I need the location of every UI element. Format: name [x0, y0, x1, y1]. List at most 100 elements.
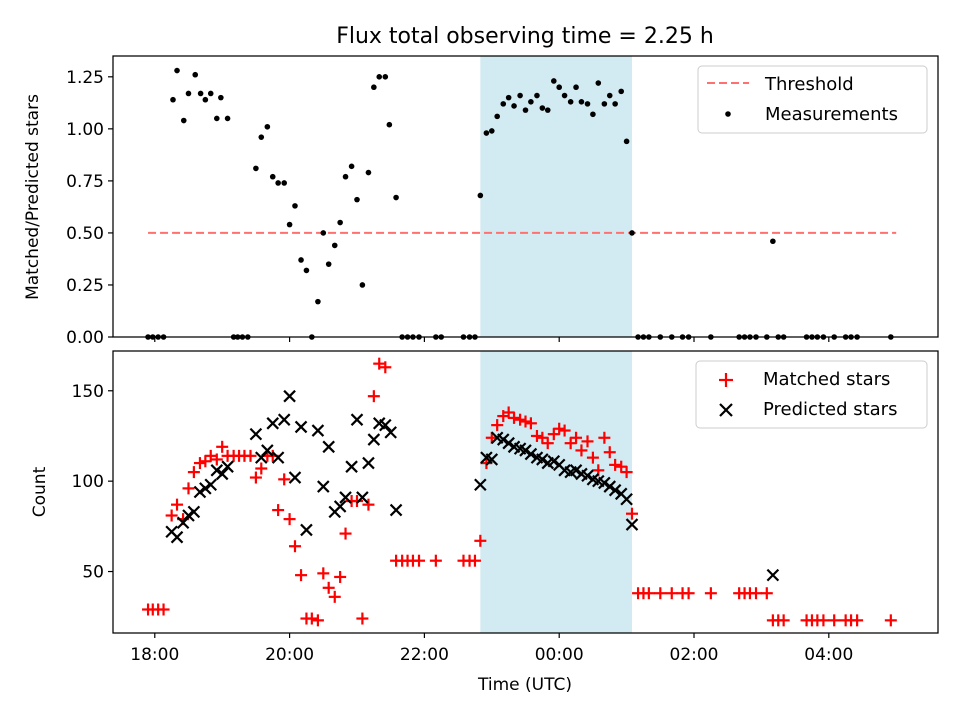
measurement-point: [365, 169, 372, 176]
x-tick-label: 04:00: [804, 645, 853, 665]
predicted-star-marker: [502, 436, 515, 450]
predicted-star-marker: [625, 518, 639, 531]
measurement-point: [511, 103, 517, 109]
x-stroke-2: [592, 474, 605, 488]
x-stroke-2: [339, 491, 352, 504]
x-tick-label: 20:00: [265, 645, 314, 665]
predicted-star-marker: [356, 491, 369, 504]
measurement-point: [528, 98, 534, 105]
x-stroke-2: [288, 471, 302, 484]
predicted-star-marker: [170, 530, 184, 544]
x-stroke-2: [300, 523, 313, 537]
x-tick-label: 22:00: [400, 645, 449, 665]
count-legend-box: [695, 360, 928, 429]
x-stroke-2: [625, 518, 639, 531]
predicted-star-marker: [384, 426, 397, 439]
y-tick-label: 100: [72, 472, 104, 492]
count-panel-frame: [112, 350, 939, 634]
matched-star-marker: [288, 540, 301, 553]
matched-star-marker: [305, 612, 318, 625]
x-stroke-2: [322, 440, 335, 454]
matched-star-marker: [570, 431, 583, 444]
measurement-point: [269, 173, 276, 180]
measurement-point: [584, 101, 591, 107]
matched-star-marker: [665, 587, 678, 600]
matched-star-marker: [514, 413, 527, 426]
x-stroke-2: [474, 478, 487, 492]
x-stroke-2: [317, 480, 330, 493]
x-stroke-2: [536, 453, 549, 466]
measurement-point: [578, 98, 585, 105]
measurement-point: [623, 138, 630, 145]
measurement-point: [170, 96, 176, 103]
matched-star-marker: [322, 581, 335, 594]
measurement-point: [354, 196, 360, 203]
x-stroke-2: [547, 454, 561, 468]
x-tick-label: 18:00: [130, 645, 179, 665]
measurement-point: [618, 88, 625, 95]
measurement-point: [483, 130, 490, 136]
predicted-star-marker: [569, 464, 583, 477]
x-stroke-2: [480, 451, 493, 464]
measurement-point: [224, 115, 231, 122]
matched-star-marker: [586, 451, 599, 464]
ratio-y-axis: 0.00 0.25 0.50 0.75 1.00 1.25: [66, 68, 113, 348]
y-tick-label: 0.25: [66, 276, 104, 296]
matched-star-marker: [339, 527, 352, 540]
predicted-star-marker: [766, 568, 780, 582]
measurement-point: [192, 71, 199, 78]
x-stroke-2: [170, 530, 184, 544]
matched-star-marker: [536, 431, 549, 444]
y-tick-label: 0.00: [66, 328, 104, 348]
measurement-point: [298, 257, 304, 263]
predicted-star-marker: [317, 480, 330, 493]
predicted-star-marker: [379, 418, 392, 432]
x-stroke-2: [266, 417, 280, 430]
predicted-star-marker: [608, 483, 622, 497]
ratio-panel: 0.00 0.25 0.50 0.75 1.00 1.25 Matched/Predict…: [23, 55, 939, 348]
measurement-point: [348, 163, 355, 170]
measurement-point: [500, 101, 507, 107]
x-stroke-2: [581, 469, 594, 483]
matched-star-marker: [255, 462, 268, 475]
predicted-star-marker: [350, 413, 364, 426]
predicted-star-marker: [311, 424, 325, 437]
x-stroke-2: [502, 436, 515, 450]
predicted-star-marker: [536, 453, 549, 466]
x-stroke-2: [620, 492, 633, 506]
x-axis-label: Time (UTC): [477, 675, 572, 695]
measurement-point: [494, 113, 500, 120]
measurement-point: [590, 111, 596, 118]
predicted-star-marker: [603, 480, 617, 493]
matched-stars-points: [142, 357, 897, 627]
matched-star-marker: [367, 390, 380, 403]
x-stroke-2: [513, 442, 527, 455]
predicted-star-marker: [362, 456, 375, 470]
matched-star-marker: [620, 466, 633, 479]
predicted-star-marker: [176, 516, 190, 530]
matched-star-marker: [379, 361, 392, 374]
predicted-star-marker: [519, 444, 532, 457]
x-stroke-2: [356, 491, 369, 504]
matched-star-marker: [199, 455, 212, 468]
matched-star-marker: [283, 513, 296, 526]
count-y-axis-label: Count: [30, 466, 50, 517]
predicted-star-marker: [204, 478, 218, 492]
x-stroke-2: [603, 480, 617, 493]
measurement-point: [213, 115, 220, 122]
predicted-star-marker: [333, 500, 347, 513]
matched-star-marker: [328, 590, 341, 603]
matched-star-marker: [362, 498, 375, 511]
predicted-star-marker: [199, 482, 212, 495]
measurement-point: [567, 98, 574, 105]
measurement-point: [544, 107, 551, 113]
matched-star-marker: [508, 411, 521, 424]
matched-star-marker: [373, 357, 386, 370]
measurement-point: [275, 180, 281, 186]
matched-star-marker: [615, 460, 628, 473]
measurement-point: [185, 90, 192, 97]
matched-star-marker: [491, 419, 504, 432]
count-legend: Matched stars Predicted stars: [695, 360, 928, 429]
